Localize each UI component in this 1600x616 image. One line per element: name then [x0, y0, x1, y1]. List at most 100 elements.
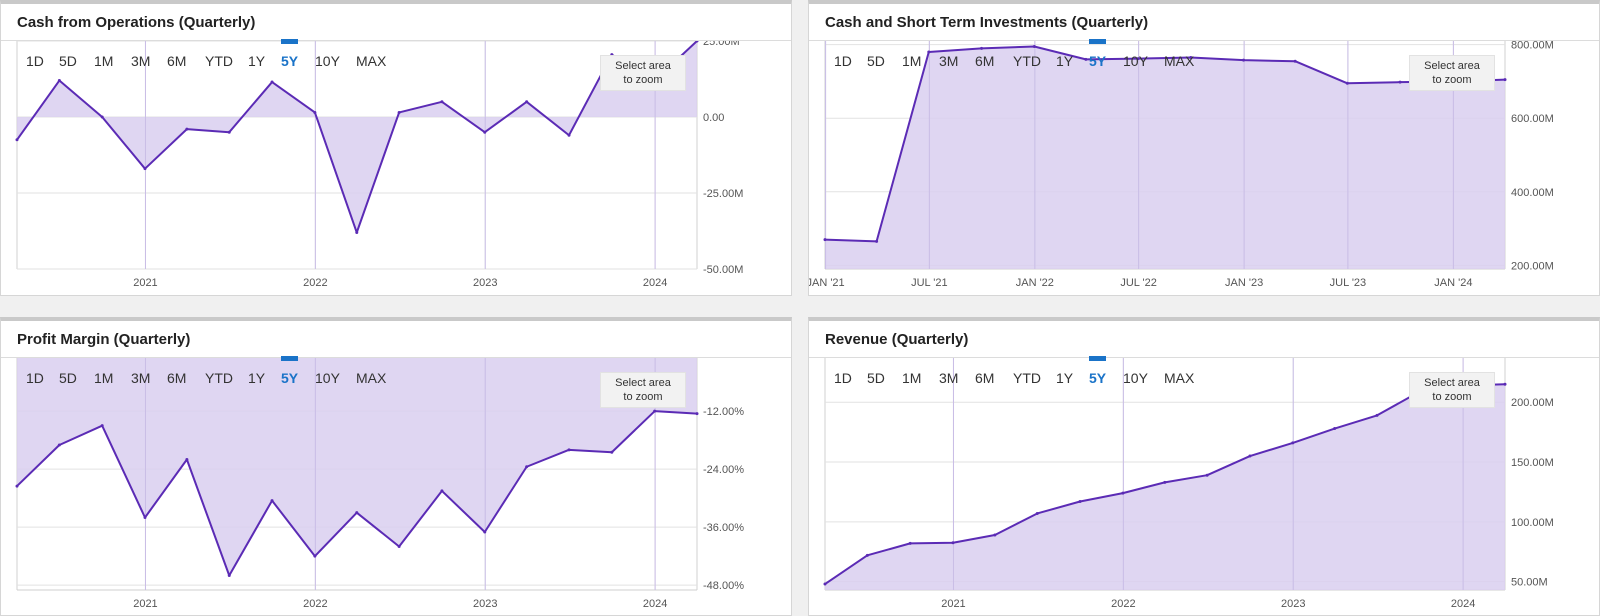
- select-area-zoom-button[interactable]: Select area to zoom: [1409, 55, 1495, 91]
- data-point: [483, 530, 487, 534]
- range-button-6m[interactable]: 6M: [975, 370, 995, 386]
- range-button-3m[interactable]: 3M: [131, 370, 151, 386]
- data-point: [865, 553, 869, 557]
- data-point: [15, 138, 19, 142]
- y-tick-label: 0.00: [703, 112, 724, 124]
- data-point: [143, 167, 147, 171]
- x-tick-label: 2023: [473, 277, 497, 289]
- x-tick-label: 2021: [133, 277, 157, 289]
- data-point: [525, 465, 529, 469]
- x-tick-label: JUL '23: [1330, 277, 1367, 289]
- data-point: [440, 489, 444, 493]
- chart-svg[interactable]: -12.00% -24.00% -36.00% -48.00% 2021 2022 2023…: [1, 358, 791, 616]
- range-button-ytd[interactable]: YTD: [205, 370, 233, 386]
- range-button-1d[interactable]: 1D: [834, 53, 852, 69]
- chart-plot[interactable]: 25.00M 0.00 -25.00M -50.00M 2021 2022 2023 2024…: [1, 39, 791, 295]
- range-button-3m[interactable]: 3M: [939, 53, 959, 69]
- select-area-zoom-button[interactable]: Select area to zoom: [600, 55, 686, 91]
- y-tick-label: 100.00M: [1511, 517, 1554, 529]
- data-point: [1163, 480, 1167, 484]
- data-point: [270, 80, 274, 84]
- data-point: [100, 424, 104, 428]
- x-tick-label: 2022: [303, 277, 327, 289]
- range-button-10y[interactable]: 10Y: [1123, 53, 1148, 69]
- range-button-10y[interactable]: 10Y: [1123, 370, 1148, 386]
- chart-panel-cash-from-operations: Cash from Operations (Quarterly) 25.00M 0…: [0, 0, 792, 296]
- data-point: [1503, 382, 1507, 386]
- select-area-zoom-button[interactable]: Select area to zoom: [1409, 372, 1495, 408]
- chart-panel-profit-margin: Profit Margin (Quarterly) -12.00% -24.00%…: [0, 317, 792, 616]
- data-point: [823, 238, 827, 242]
- range-button-6m[interactable]: 6M: [167, 53, 187, 69]
- y-tick-label: -12.00%: [703, 406, 744, 418]
- range-button-ytd[interactable]: YTD: [1013, 370, 1041, 386]
- data-point: [908, 541, 912, 545]
- range-button-5d[interactable]: 5D: [59, 370, 77, 386]
- range-button-10y[interactable]: 10Y: [315, 370, 340, 386]
- chart-svg[interactable]: 25.00M 0.00 -25.00M -50.00M 2021 2022 2023 2024: [1, 41, 791, 295]
- chart-svg[interactable]: 200.00M 150.00M 100.00M 50.00M 2021 2022 2023 2…: [809, 358, 1599, 616]
- range-button-5y[interactable]: 5Y: [1089, 39, 1107, 69]
- chart-plot[interactable]: 200.00M 150.00M 100.00M 50.00M 2021 2022 2023 2…: [809, 356, 1599, 616]
- range-button-1m[interactable]: 1M: [94, 370, 114, 386]
- range-button-5d[interactable]: 5D: [867, 53, 885, 69]
- range-button-6m[interactable]: 6M: [167, 370, 187, 386]
- range-button-max[interactable]: MAX: [356, 53, 387, 69]
- chart-panel-cash-short-term-investments: Cash and Short Term Investments (Quarter…: [808, 0, 1600, 296]
- range-button-3m[interactable]: 3M: [939, 370, 959, 386]
- chart-plot[interactable]: 800.00M 600.00M 400.00M 200.00M JAN '21 JUL '…: [809, 39, 1599, 295]
- data-point: [1189, 56, 1193, 60]
- select-area-zoom-button[interactable]: Select area to zoom: [600, 372, 686, 408]
- range-button-max[interactable]: MAX: [1164, 370, 1195, 386]
- x-tick-label: JUL '21: [911, 277, 948, 289]
- data-point: [1242, 58, 1246, 62]
- data-point: [397, 545, 401, 548]
- range-button-1d[interactable]: 1D: [834, 370, 852, 386]
- data-point: [227, 574, 231, 577]
- data-point: [567, 448, 571, 452]
- range-button-5d[interactable]: 5D: [59, 53, 77, 69]
- range-button-ytd[interactable]: YTD: [205, 53, 233, 69]
- data-point: [1345, 81, 1349, 85]
- range-button-max[interactable]: MAX: [1164, 53, 1195, 69]
- data-point: [143, 516, 147, 519]
- y-tick-label: -48.00%: [703, 580, 744, 592]
- range-button-5y[interactable]: 5Y: [281, 356, 299, 386]
- x-tick-label: 2024: [643, 598, 667, 610]
- range-button-1d[interactable]: 1D: [26, 370, 44, 386]
- data-point: [185, 458, 189, 461]
- range-button-5d[interactable]: 5D: [867, 370, 885, 386]
- range-button-5y[interactable]: 5Y: [281, 39, 299, 69]
- x-tick-label: 2024: [643, 277, 667, 289]
- data-point: [1375, 413, 1379, 417]
- range-button-1y[interactable]: 1Y: [248, 370, 266, 386]
- data-point: [57, 443, 61, 447]
- data-point: [270, 499, 274, 503]
- area-fill: [825, 384, 1505, 590]
- chart-title: Cash and Short Term Investments (Quarter…: [825, 14, 1149, 31]
- data-point: [610, 450, 614, 454]
- y-tick-label: -24.00%: [703, 464, 744, 476]
- data-point: [57, 79, 61, 83]
- range-button-1y[interactable]: 1Y: [1056, 370, 1074, 386]
- data-point: [695, 41, 699, 43]
- range-button-10y[interactable]: 10Y: [315, 53, 340, 69]
- range-button-1m[interactable]: 1M: [902, 53, 922, 69]
- range-button-5y[interactable]: 5Y: [1089, 356, 1107, 386]
- range-button-1d[interactable]: 1D: [26, 53, 44, 69]
- data-point: [397, 110, 401, 114]
- chart-plot[interactable]: -12.00% -24.00% -36.00% -48.00% 2021 2022 2023…: [1, 356, 791, 616]
- data-point: [823, 582, 827, 586]
- range-button-1y[interactable]: 1Y: [248, 53, 266, 69]
- range-button-1m[interactable]: 1M: [94, 53, 114, 69]
- range-button-6m[interactable]: 6M: [975, 53, 995, 69]
- range-button-3m[interactable]: 3M: [131, 53, 151, 69]
- data-point: [440, 100, 444, 104]
- chart-svg[interactable]: 800.00M 600.00M 400.00M 200.00M JAN '21 JUL '…: [809, 41, 1599, 295]
- range-button-ytd[interactable]: YTD: [1013, 53, 1041, 69]
- range-button-1m[interactable]: 1M: [902, 370, 922, 386]
- area-fill: [17, 41, 697, 233]
- range-button-max[interactable]: MAX: [356, 370, 387, 386]
- data-point: [1398, 80, 1402, 84]
- range-button-1y[interactable]: 1Y: [1056, 53, 1074, 69]
